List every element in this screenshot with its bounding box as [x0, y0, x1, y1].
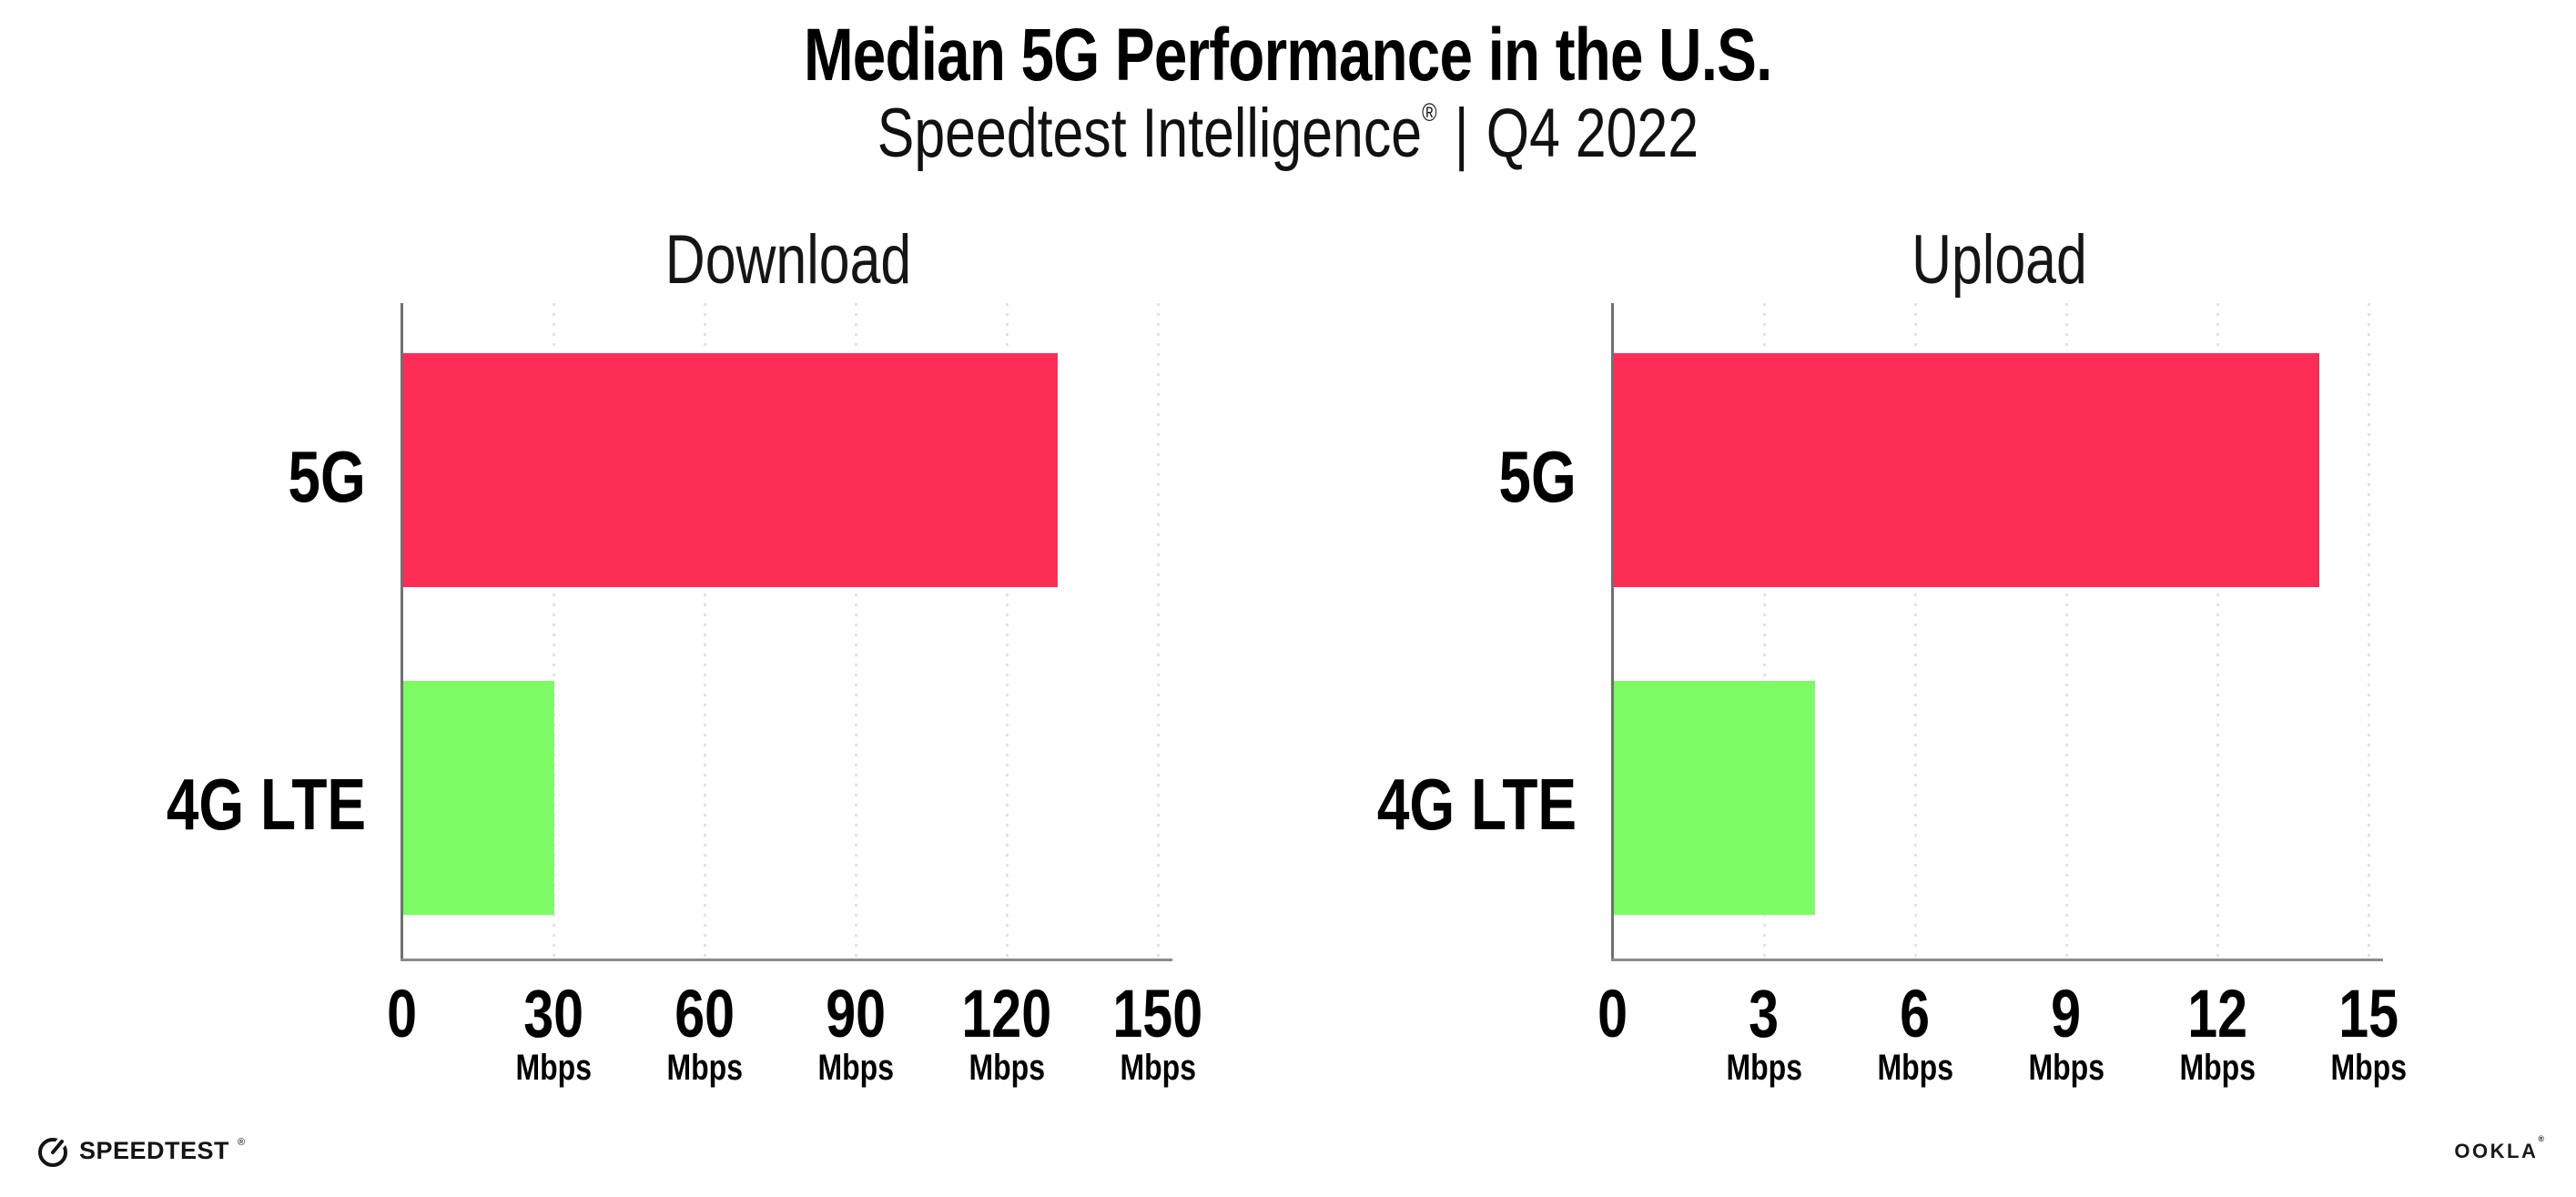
- download-gridline-60: [704, 303, 706, 959]
- speedtest-registered-mark: ®: [238, 1137, 246, 1148]
- bar-5g-upload: [1614, 353, 2319, 587]
- download-chart-title-text: Download: [664, 221, 912, 299]
- upload-tick-unit-15: Mbps: [2232, 1047, 2505, 1089]
- download-tick-label-150: 150: [1021, 979, 1294, 1049]
- download-tick-unit-150: Mbps: [1021, 1047, 1294, 1089]
- subtitle-period: Q4 2022: [1486, 95, 1699, 172]
- page-title-text: Median 5G Performance in the U.S.: [804, 14, 1772, 96]
- upload-tick-unit-text-3: Mbps: [1726, 1048, 1802, 1088]
- bar-4g-lte-upload: [1614, 681, 1815, 915]
- ookla-registered-mark: ®: [2538, 1134, 2544, 1143]
- upload-tick-unit-text-6: Mbps: [1877, 1048, 1953, 1088]
- download-tick-unit-text-150: Mbps: [1120, 1048, 1196, 1088]
- upload-x-axis-line: [1611, 959, 2383, 961]
- download-tick-unit-60: Mbps: [568, 1047, 841, 1089]
- download-tick-value-0: 0: [387, 976, 418, 1051]
- download-y-axis-line: [401, 303, 403, 961]
- download-category-label-text-5g: 5G: [288, 436, 366, 517]
- upload-tick-unit-3: Mbps: [1628, 1047, 1901, 1089]
- upload-category-label-text-5g: 5G: [1498, 436, 1577, 517]
- speedtest-logo: SPEEDTEST ®: [35, 1132, 245, 1169]
- download-gridline-150: [1157, 303, 1160, 959]
- upload-chart-title-text: Upload: [1911, 221, 2087, 299]
- upload-tick-value-12: 12: [2187, 976, 2247, 1051]
- download-tick-unit-30: Mbps: [417, 1047, 690, 1089]
- upload-y-axis-line: [1611, 303, 1614, 961]
- download-x-axis-line: [401, 959, 1172, 961]
- ookla-logo: OOKLA®: [2454, 1134, 2544, 1163]
- download-tick-unit-text-30: Mbps: [515, 1048, 592, 1088]
- download-gridline-30: [553, 303, 555, 959]
- upload-tick-value-9: 9: [2051, 976, 2082, 1051]
- download-tick-value-120: 120: [961, 976, 1052, 1051]
- download-tick-unit-text-60: Mbps: [666, 1048, 743, 1088]
- download-tick-label-30: 30: [417, 979, 690, 1049]
- download-category-label-4g-lte: 4G LTE: [117, 767, 366, 842]
- upload-tick-label-3: 3: [1628, 979, 1901, 1049]
- subtitle-brand: Speedtest Intelligence: [877, 95, 1423, 172]
- speedtest-gauge-icon: [38, 1135, 68, 1167]
- download-category-label-5g: 5G: [269, 440, 366, 514]
- subtitle-separator: |: [1454, 95, 1469, 172]
- upload-category-label-text-4g-lte: 4G LTE: [1376, 764, 1577, 845]
- upload-tick-unit-text-12: Mbps: [2179, 1048, 2256, 1088]
- bar-5g-download: [403, 353, 1058, 587]
- page-title: Median 5G Performance in the U.S.: [0, 15, 2576, 96]
- upload-gridline-12: [2216, 303, 2219, 959]
- upload-tick-value-6: 6: [1900, 976, 1931, 1051]
- upload-tick-label-9: 9: [1930, 979, 2203, 1049]
- download-tick-unit-90: Mbps: [719, 1047, 992, 1089]
- download-tick-label-0: 0: [266, 979, 539, 1049]
- upload-gridline-6: [1914, 303, 1917, 959]
- download-tick-value-60: 60: [674, 976, 735, 1051]
- upload-gridline-3: [1763, 303, 1766, 959]
- page-subtitle-text: Speedtest Intelligence® | Q4 2022: [877, 95, 1699, 173]
- upload-tick-unit-6: Mbps: [1779, 1047, 2052, 1089]
- upload-gridline-15: [2368, 303, 2370, 959]
- ookla-wordmark: OOKLA: [2454, 1140, 2539, 1162]
- download-tick-value-90: 90: [826, 976, 886, 1051]
- upload-chart-title: Upload: [1635, 222, 2363, 299]
- download-tick-label-120: 120: [870, 979, 1143, 1049]
- upload-tick-unit-12: Mbps: [2081, 1047, 2354, 1089]
- download-tick-unit-120: Mbps: [870, 1047, 1143, 1089]
- registered-mark: ®: [1422, 98, 1437, 127]
- upload-tick-unit-text-15: Mbps: [2330, 1048, 2407, 1088]
- page-subtitle: Speedtest Intelligence® | Q4 2022: [0, 95, 2576, 173]
- upload-tick-label-0: 0: [1476, 979, 1749, 1049]
- download-gridline-90: [855, 303, 857, 959]
- upload-tick-unit-9: Mbps: [1930, 1047, 2203, 1089]
- speedtest-wordmark: SPEEDTEST: [79, 1136, 230, 1164]
- download-chart-title: Download: [424, 222, 1152, 299]
- upload-tick-unit-text-9: Mbps: [2028, 1048, 2104, 1088]
- upload-tick-label-15: 15: [2232, 979, 2505, 1049]
- download-tick-unit-text-90: Mbps: [817, 1048, 894, 1088]
- upload-gridline-9: [2065, 303, 2068, 959]
- upload-category-label-5g: 5G: [1479, 440, 1577, 514]
- download-category-label-text-4g-lte: 4G LTE: [166, 764, 366, 845]
- upload-tick-value-3: 3: [1749, 976, 1780, 1051]
- upload-tick-value-0: 0: [1597, 976, 1628, 1051]
- download-tick-unit-text-120: Mbps: [969, 1048, 1045, 1088]
- bar-4g-lte-download: [403, 681, 554, 915]
- upload-tick-value-15: 15: [2338, 976, 2399, 1051]
- download-tick-value-30: 30: [523, 976, 583, 1051]
- download-tick-label-90: 90: [719, 979, 992, 1049]
- upload-tick-label-6: 6: [1779, 979, 2052, 1049]
- download-gridline-120: [1006, 303, 1009, 959]
- upload-tick-label-12: 12: [2081, 979, 2354, 1049]
- download-tick-value-150: 150: [1112, 976, 1203, 1051]
- download-tick-label-60: 60: [568, 979, 841, 1049]
- upload-category-label-4g-lte: 4G LTE: [1327, 767, 1577, 842]
